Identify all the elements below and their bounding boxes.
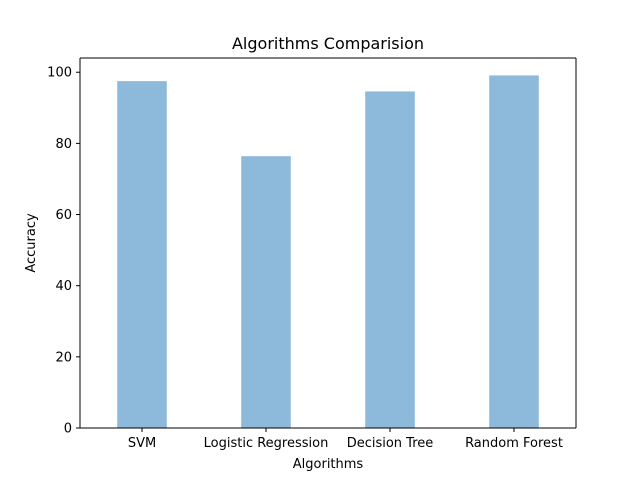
y-tick-label: 60 [55,208,72,223]
chart-title: Algorithms Comparision [232,34,424,53]
x-axis-label: Algorithms [293,457,364,472]
y-tick-label: 0 [64,422,72,437]
y-tick-label: 80 [55,137,72,152]
axes-layer [79,57,577,429]
bar-decision-tree [365,91,415,428]
x-tick-label: Random Forest [465,436,563,451]
bar-random-forest [489,75,539,429]
y-tick-label: 40 [55,279,72,294]
x-tick-label: Logistic Regression [204,436,329,451]
y-tick-label: 100 [47,66,72,81]
y-tick-label: 20 [55,350,72,365]
bar-logistic-regression [241,156,291,428]
x-tick-label: Decision Tree [347,436,434,451]
bars-layer [117,75,539,429]
x-tick-label: SVM [128,436,156,451]
y-ticks: 0 20 40 60 80 100 [47,66,80,437]
y-axis-label: Accuracy [24,213,39,273]
bar-svm [117,81,167,429]
x-ticks: SVM Logistic Regression Decision Tree Rando… [128,428,563,451]
